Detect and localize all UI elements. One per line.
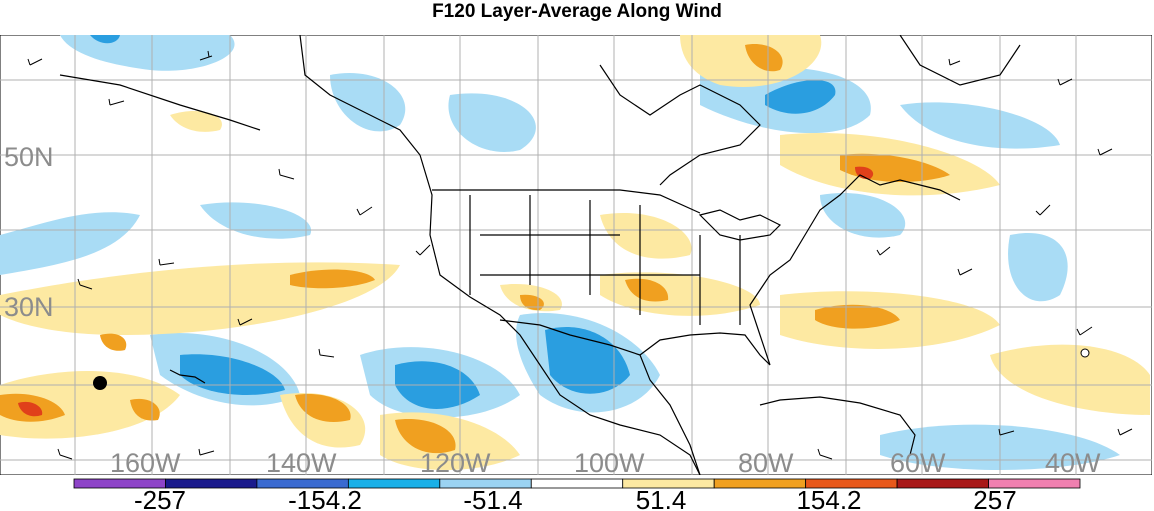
- caribbean: [759, 396, 916, 456]
- lat-label-50n: 50N: [4, 142, 54, 172]
- lat-label-30n: 30N: [4, 292, 54, 322]
- positive-region: [0, 371, 180, 439]
- colorbar-swatch: [347, 478, 441, 489]
- lon-label-40w: 40W: [1045, 448, 1101, 475]
- greenland-coast: [899, 35, 1021, 86]
- colorbar-swatch: [713, 478, 807, 489]
- strong-positive-region: [295, 394, 351, 423]
- colorbar-swatch: [530, 478, 624, 489]
- map-panel: 50N 30N 160W 140W 120W 100W 80W 60W 40W: [0, 35, 1152, 475]
- positive-region: [600, 213, 692, 259]
- field-shading: [0, 35, 1150, 470]
- colorbar-label: 51.4: [636, 485, 687, 511]
- colorbar-label: -51.4: [463, 485, 522, 511]
- strong-positive-region: [100, 333, 127, 351]
- hudson-bay: [599, 64, 761, 186]
- hawaii: [169, 369, 206, 384]
- negative-region: [1008, 233, 1068, 302]
- station-marker-open: [1080, 348, 1090, 358]
- great-lakes: [698, 209, 782, 241]
- strong-positive-region: [815, 304, 900, 329]
- colorbar-swatch: [988, 478, 1081, 489]
- lon-label-60w: 60W: [890, 448, 946, 475]
- lon-label-80w: 80W: [738, 448, 794, 475]
- gulf-coast: [639, 174, 961, 475]
- strong-negative-region: [765, 80, 836, 114]
- colorbar-label: -257: [134, 485, 186, 511]
- aleutians: [59, 74, 261, 131]
- extreme-positive-region: [18, 401, 43, 417]
- colorbar-label: -154.2: [288, 485, 362, 511]
- negative-region: [330, 73, 406, 132]
- positive-region: [680, 35, 822, 87]
- negative-region: [448, 93, 536, 152]
- negative-region: [60, 35, 235, 71]
- colorbar-label: 257: [973, 485, 1016, 511]
- negative-region: [820, 193, 906, 238]
- us-mexico-border: [499, 319, 641, 356]
- negative-region: [0, 212, 140, 275]
- strong-positive-region: [625, 278, 669, 302]
- positive-region: [990, 344, 1150, 415]
- strong-positive-region: [395, 419, 456, 454]
- coastlines: [59, 35, 1021, 475]
- positive-region: [170, 110, 222, 132]
- lon-label-120w: 120W: [420, 448, 491, 475]
- negative-region: [900, 102, 1060, 149]
- colorbar: -257 -154.2 -51.4 51.4 154.2 257: [73, 478, 1081, 511]
- station-marker: [93, 376, 107, 390]
- strong-positive-region: [745, 44, 783, 72]
- lat-lon-grid: [0, 35, 1152, 475]
- map-title: F120 Layer-Average Along Wind: [432, 1, 722, 22]
- colorbar-label: 154.2: [796, 485, 861, 511]
- lon-label-100w: 100W: [574, 448, 645, 475]
- wind-barbs: [27, 50, 1133, 460]
- us-canada-border: [432, 189, 701, 214]
- strong-negative-region: [90, 35, 120, 44]
- colorbar-swatches: [73, 478, 1081, 489]
- lon-label-160w: 160W: [110, 448, 181, 475]
- state-lines: [469, 195, 741, 325]
- north-america-coast: [299, 35, 701, 475]
- lon-label-140w: 140W: [266, 448, 337, 475]
- strong-positive-region: [290, 269, 375, 289]
- strong-negative-region: [545, 327, 630, 394]
